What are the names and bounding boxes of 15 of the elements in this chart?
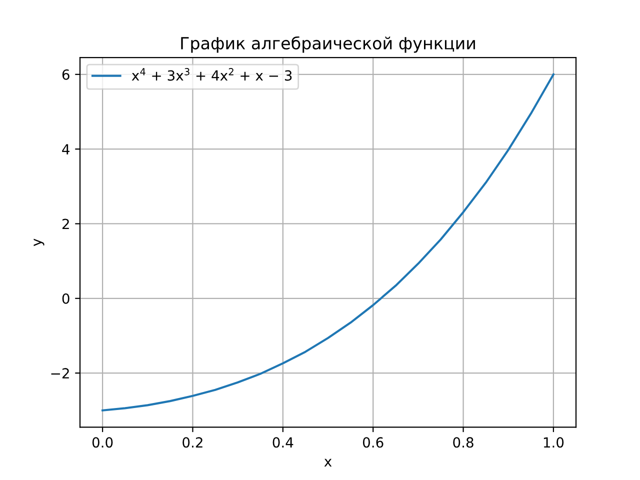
y-tick-label: 4 bbox=[62, 144, 70, 154]
x-tick-label: 0.0 bbox=[92, 437, 113, 448]
y-axis-title: y bbox=[34, 238, 44, 246]
x-tick-label: 0.2 bbox=[182, 437, 202, 448]
x-axis-title: x bbox=[324, 458, 332, 466]
x-tick-label: 1.0 bbox=[544, 437, 564, 448]
y-tick-label: −2 bbox=[51, 368, 69, 378]
y-tick-label: 0 bbox=[62, 293, 70, 304]
x-tick-label: 0.6 bbox=[362, 437, 384, 448]
x-tick-label: 0.4 bbox=[272, 437, 294, 448]
y-tick-label: 6 bbox=[62, 69, 70, 80]
chart-title: График алгебраической функции bbox=[181, 36, 475, 53]
legend-label: x$^{4}$ + 3x$^{3}$ + 4x$^{2}$ + x − 3 bbox=[132, 68, 292, 81]
y-tick-label: 2 bbox=[62, 218, 69, 230]
x-tick-label: 0.8 bbox=[453, 437, 474, 448]
